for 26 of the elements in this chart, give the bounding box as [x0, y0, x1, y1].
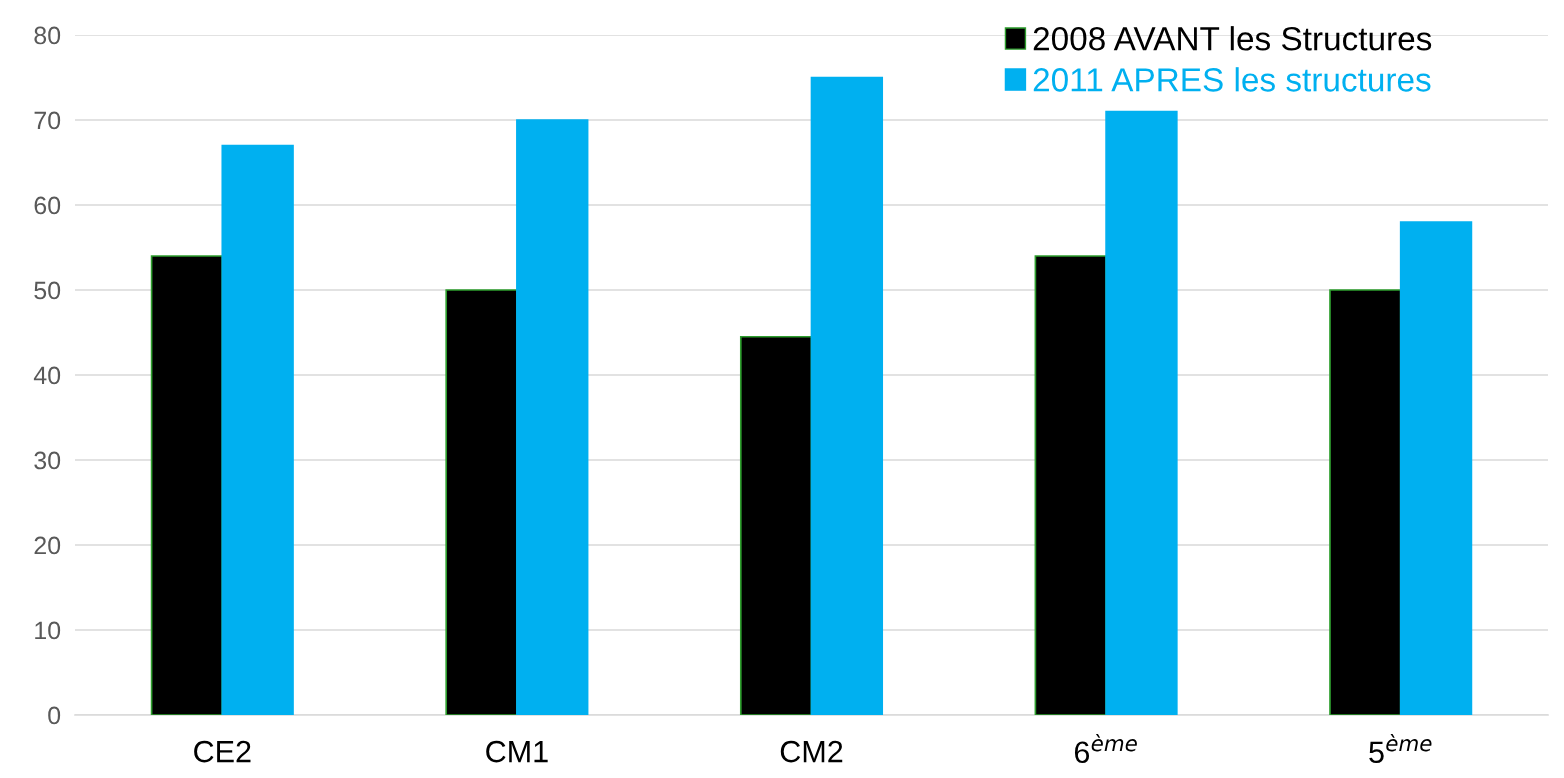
legend-label: 2011 APRES les structures: [1033, 67, 1431, 92]
y-tick-label: 50: [34, 281, 61, 300]
bar: [516, 119, 589, 715]
bar: [445, 289, 518, 715]
y-tick-label: 60: [34, 196, 61, 215]
bar: [1329, 289, 1402, 715]
y-tick-label: 0: [48, 706, 61, 725]
bar: [739, 335, 813, 715]
x-tick-label: CM1: [486, 740, 548, 763]
bar: [1034, 255, 1107, 715]
x-tick-label: 5$^{ème}$: [1369, 733, 1432, 764]
x-tick-label: 6$^{ème}$: [1074, 733, 1137, 764]
x-tick-label: CE2: [194, 740, 251, 763]
bar: [1399, 221, 1473, 715]
bar: [150, 255, 224, 715]
y-tick-label: 80: [34, 26, 61, 45]
y-tick-label: 70: [34, 111, 61, 130]
legend-label: 2008 AVANT les Structures: [1033, 26, 1432, 51]
y-tick-label: 40: [33, 366, 61, 385]
y-tick-label: 20: [34, 536, 61, 555]
y-tick-label: 30: [34, 451, 61, 470]
bar: [221, 144, 294, 715]
y-tick-label: 10: [35, 621, 61, 640]
bar: [1105, 110, 1178, 715]
x-tick-label: CM2: [780, 740, 843, 763]
bar: [810, 76, 884, 715]
